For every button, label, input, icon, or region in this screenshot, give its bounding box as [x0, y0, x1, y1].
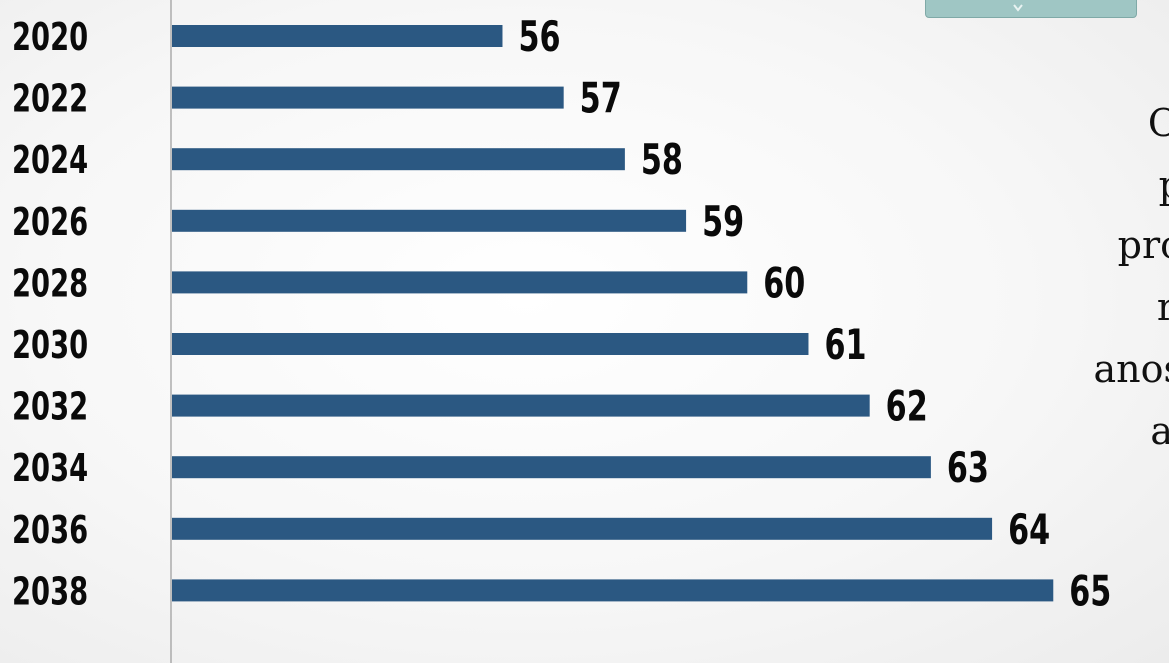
data-label: 56 — [518, 12, 560, 61]
y-tick-label: 2030 — [12, 322, 88, 367]
chevron-down-icon — [1013, 4, 1023, 12]
y-tick-label: 2038 — [12, 569, 88, 614]
data-label: 64 — [1008, 505, 1050, 554]
data-label: 62 — [886, 382, 928, 431]
data-label: 57 — [580, 74, 622, 123]
y-tick-label: 2020 — [12, 14, 88, 59]
data-label: 63 — [947, 443, 989, 492]
bar — [172, 333, 809, 355]
y-tick-label: 2034 — [12, 446, 88, 491]
data-label: 60 — [763, 258, 805, 307]
data-label: 59 — [702, 197, 744, 246]
bar — [172, 579, 1054, 602]
side-text-line: O — [1147, 104, 1169, 145]
side-text-line: pro — [1117, 223, 1169, 267]
y-tick-label: 2024 — [12, 138, 88, 183]
bar — [172, 394, 870, 417]
data-label: 65 — [1069, 566, 1111, 615]
bar — [172, 271, 748, 294]
y-tick-label: 2022 — [12, 76, 88, 121]
bar — [172, 148, 625, 171]
data-label: 58 — [641, 135, 683, 184]
side-text-line: r — [1156, 285, 1169, 329]
side-text-line: anos — [1093, 347, 1169, 391]
bar — [172, 456, 931, 479]
y-tick-label: 2032 — [12, 384, 88, 429]
data-label: 61 — [824, 320, 866, 369]
header-tab — [925, 0, 1137, 18]
side-text-line: p — [1159, 166, 1169, 204]
y-tick-label: 2028 — [12, 261, 88, 306]
bar — [172, 86, 564, 109]
side-paragraph: O p pro r anos a — [1019, 104, 1169, 464]
bar — [172, 209, 687, 232]
y-tick-label: 2036 — [12, 507, 88, 552]
side-text-line: a — [1150, 409, 1169, 453]
y-tick-label: 2026 — [12, 199, 88, 244]
bar — [172, 25, 503, 47]
bar — [172, 517, 993, 540]
